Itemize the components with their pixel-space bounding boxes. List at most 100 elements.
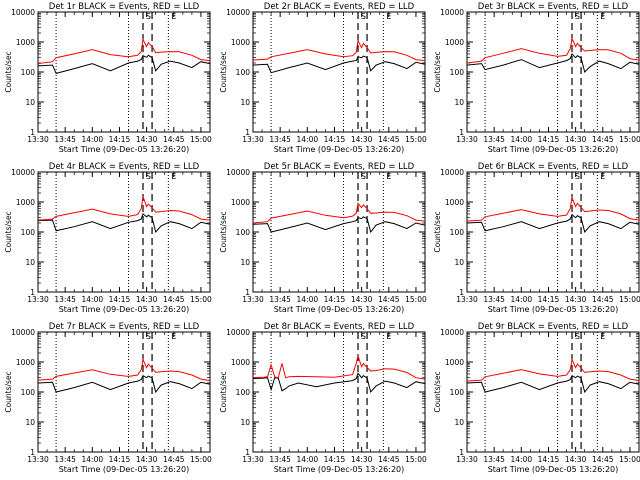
x-tick-label: 15:00 <box>405 455 427 464</box>
plot-frame <box>466 11 640 133</box>
x-tick-label: 14:15 <box>324 455 346 464</box>
y-tick-label: 10000 <box>440 8 464 17</box>
x-tick-label: 15:00 <box>190 455 212 464</box>
panel-title: Det 7r BLACK = Events, RED = LLD <box>49 322 200 332</box>
y-tick-label: 1000 <box>445 358 464 367</box>
x-axis-label: Start Time (09-Dec-05 13:26:20) <box>488 305 619 314</box>
marker-letter: S <box>361 332 366 341</box>
lld-series-line <box>252 39 426 62</box>
y-tick-label: 1000 <box>16 198 35 207</box>
marker-letter: E <box>171 172 176 181</box>
panel-title: Det 9r BLACK = Events, RED = LLD <box>478 322 629 332</box>
x-axis-label: Start Time (09-Dec-05 13:26:20) <box>59 145 190 154</box>
plot-frame <box>252 11 426 133</box>
y-tick-label: 100 <box>450 388 465 397</box>
x-tick-label: 14:00 <box>511 455 533 464</box>
panel-1: Det 1r BLACK = Events, RED = LLD 1 10 100 10… <box>4 2 212 154</box>
x-tick-label: 14:15 <box>324 295 346 304</box>
events-series-line <box>252 372 426 394</box>
y-axis-label: Counts/sec <box>219 51 228 92</box>
marker-letter: E <box>600 172 605 181</box>
y-tick-label: 10 <box>25 258 35 267</box>
panel-title: Det 6r BLACK = Events, RED = LLD <box>478 162 629 172</box>
y-tick-label: 10000 <box>226 168 250 177</box>
y-tick-label: 1 <box>30 448 35 457</box>
panel-5: Det 5r BLACK = Events, RED = LLD 1 10 100 10… <box>219 162 427 314</box>
y-tick-label: 1 <box>459 128 464 137</box>
x-tick-label: 14:30 <box>136 455 158 464</box>
marker-letter: E <box>171 12 176 21</box>
marker-letter: E <box>171 332 176 341</box>
x-tick-label: 14:00 <box>82 295 104 304</box>
events-series-line <box>466 52 640 73</box>
x-tick-label: 15:00 <box>619 295 640 304</box>
y-tick-label: 10 <box>454 258 464 267</box>
events-series-line <box>37 213 211 234</box>
marker-letter: E <box>600 12 605 21</box>
x-tick-label: 15:00 <box>190 295 212 304</box>
x-tick-label: 13:30 <box>456 295 478 304</box>
y-tick-label: 100 <box>21 388 36 397</box>
y-tick-label: 100 <box>236 228 251 237</box>
plot-frame <box>252 171 426 293</box>
events-series-line <box>466 213 640 234</box>
x-axis-label: Start Time (09-Dec-05 13:26:20) <box>488 145 619 154</box>
panel-7: Det 7r BLACK = Events, RED = LLD 1 10 100 10… <box>4 322 212 474</box>
lld-series-line <box>252 202 426 224</box>
panel-9: Det 9r BLACK = Events, RED = LLD 1 10 100 10… <box>433 322 640 474</box>
x-tick-label: 13:30 <box>242 295 264 304</box>
y-tick-label: 10000 <box>226 328 250 337</box>
y-tick-label: 10 <box>454 418 464 427</box>
marker-letter: S <box>146 332 151 341</box>
plot-frame <box>37 11 211 133</box>
x-tick-label: 14:30 <box>136 135 158 144</box>
marker-letter: E <box>386 12 391 21</box>
marker-letter: S <box>146 172 151 181</box>
x-axis-label: Start Time (09-Dec-05 13:26:20) <box>274 145 405 154</box>
y-tick-label: 10 <box>240 258 250 267</box>
x-tick-label: 13:30 <box>27 135 49 144</box>
x-tick-label: 14:45 <box>378 295 400 304</box>
panel-title: Det 5r BLACK = Events, RED = LLD <box>264 162 415 172</box>
y-tick-label: 1 <box>30 288 35 297</box>
x-tick-label: 14:15 <box>109 135 131 144</box>
x-tick-label: 15:00 <box>619 455 640 464</box>
x-tick-label: 14:30 <box>565 455 587 464</box>
y-tick-label: 1000 <box>445 198 464 207</box>
y-axis-label: Counts/sec <box>433 51 442 92</box>
x-tick-label: 13:30 <box>456 455 478 464</box>
y-axis-label: Counts/sec <box>4 51 13 92</box>
marker-letter: S <box>146 12 151 21</box>
panel-title: Det 2r BLACK = Events, RED = LLD <box>264 2 415 12</box>
x-tick-label: 14:15 <box>109 295 131 304</box>
x-tick-label: 13:45 <box>54 455 76 464</box>
y-tick-label: 1000 <box>231 198 250 207</box>
lld-series-line <box>37 196 211 221</box>
marker-letter: S <box>361 172 366 181</box>
y-axis-label: Counts/sec <box>433 211 442 252</box>
events-series-line <box>37 54 211 74</box>
x-tick-label: 13:45 <box>54 135 76 144</box>
plot-frame <box>466 171 640 293</box>
marker-letter: E <box>386 332 391 341</box>
x-tick-label: 15:00 <box>405 135 427 144</box>
x-tick-label: 14:15 <box>538 135 560 144</box>
y-tick-label: 100 <box>21 228 36 237</box>
y-tick-label: 1 <box>30 128 35 137</box>
x-tick-label: 13:30 <box>242 455 264 464</box>
panel-8: Det 8r BLACK = Events, RED = LLD 1 10 100 10… <box>219 322 427 474</box>
x-axis-label: Start Time (09-Dec-05 13:26:20) <box>274 305 405 314</box>
panel-3: Det 3r BLACK = Events, RED = LLD 1 10 100 10… <box>433 2 640 154</box>
x-tick-label: 13:45 <box>269 295 291 304</box>
y-axis-label: Counts/sec <box>433 371 442 412</box>
panel-title: Det 1r BLACK = Events, RED = LLD <box>49 2 200 12</box>
panel-title: Det 4r BLACK = Events, RED = LLD <box>49 162 200 172</box>
x-tick-label: 13:45 <box>483 295 505 304</box>
x-tick-label: 14:45 <box>592 455 614 464</box>
y-tick-label: 10000 <box>11 8 35 17</box>
y-tick-label: 10000 <box>440 168 464 177</box>
events-series-line <box>466 375 640 394</box>
x-tick-label: 14:30 <box>351 295 373 304</box>
x-tick-label: 14:00 <box>297 295 319 304</box>
plot-frame <box>37 171 211 293</box>
